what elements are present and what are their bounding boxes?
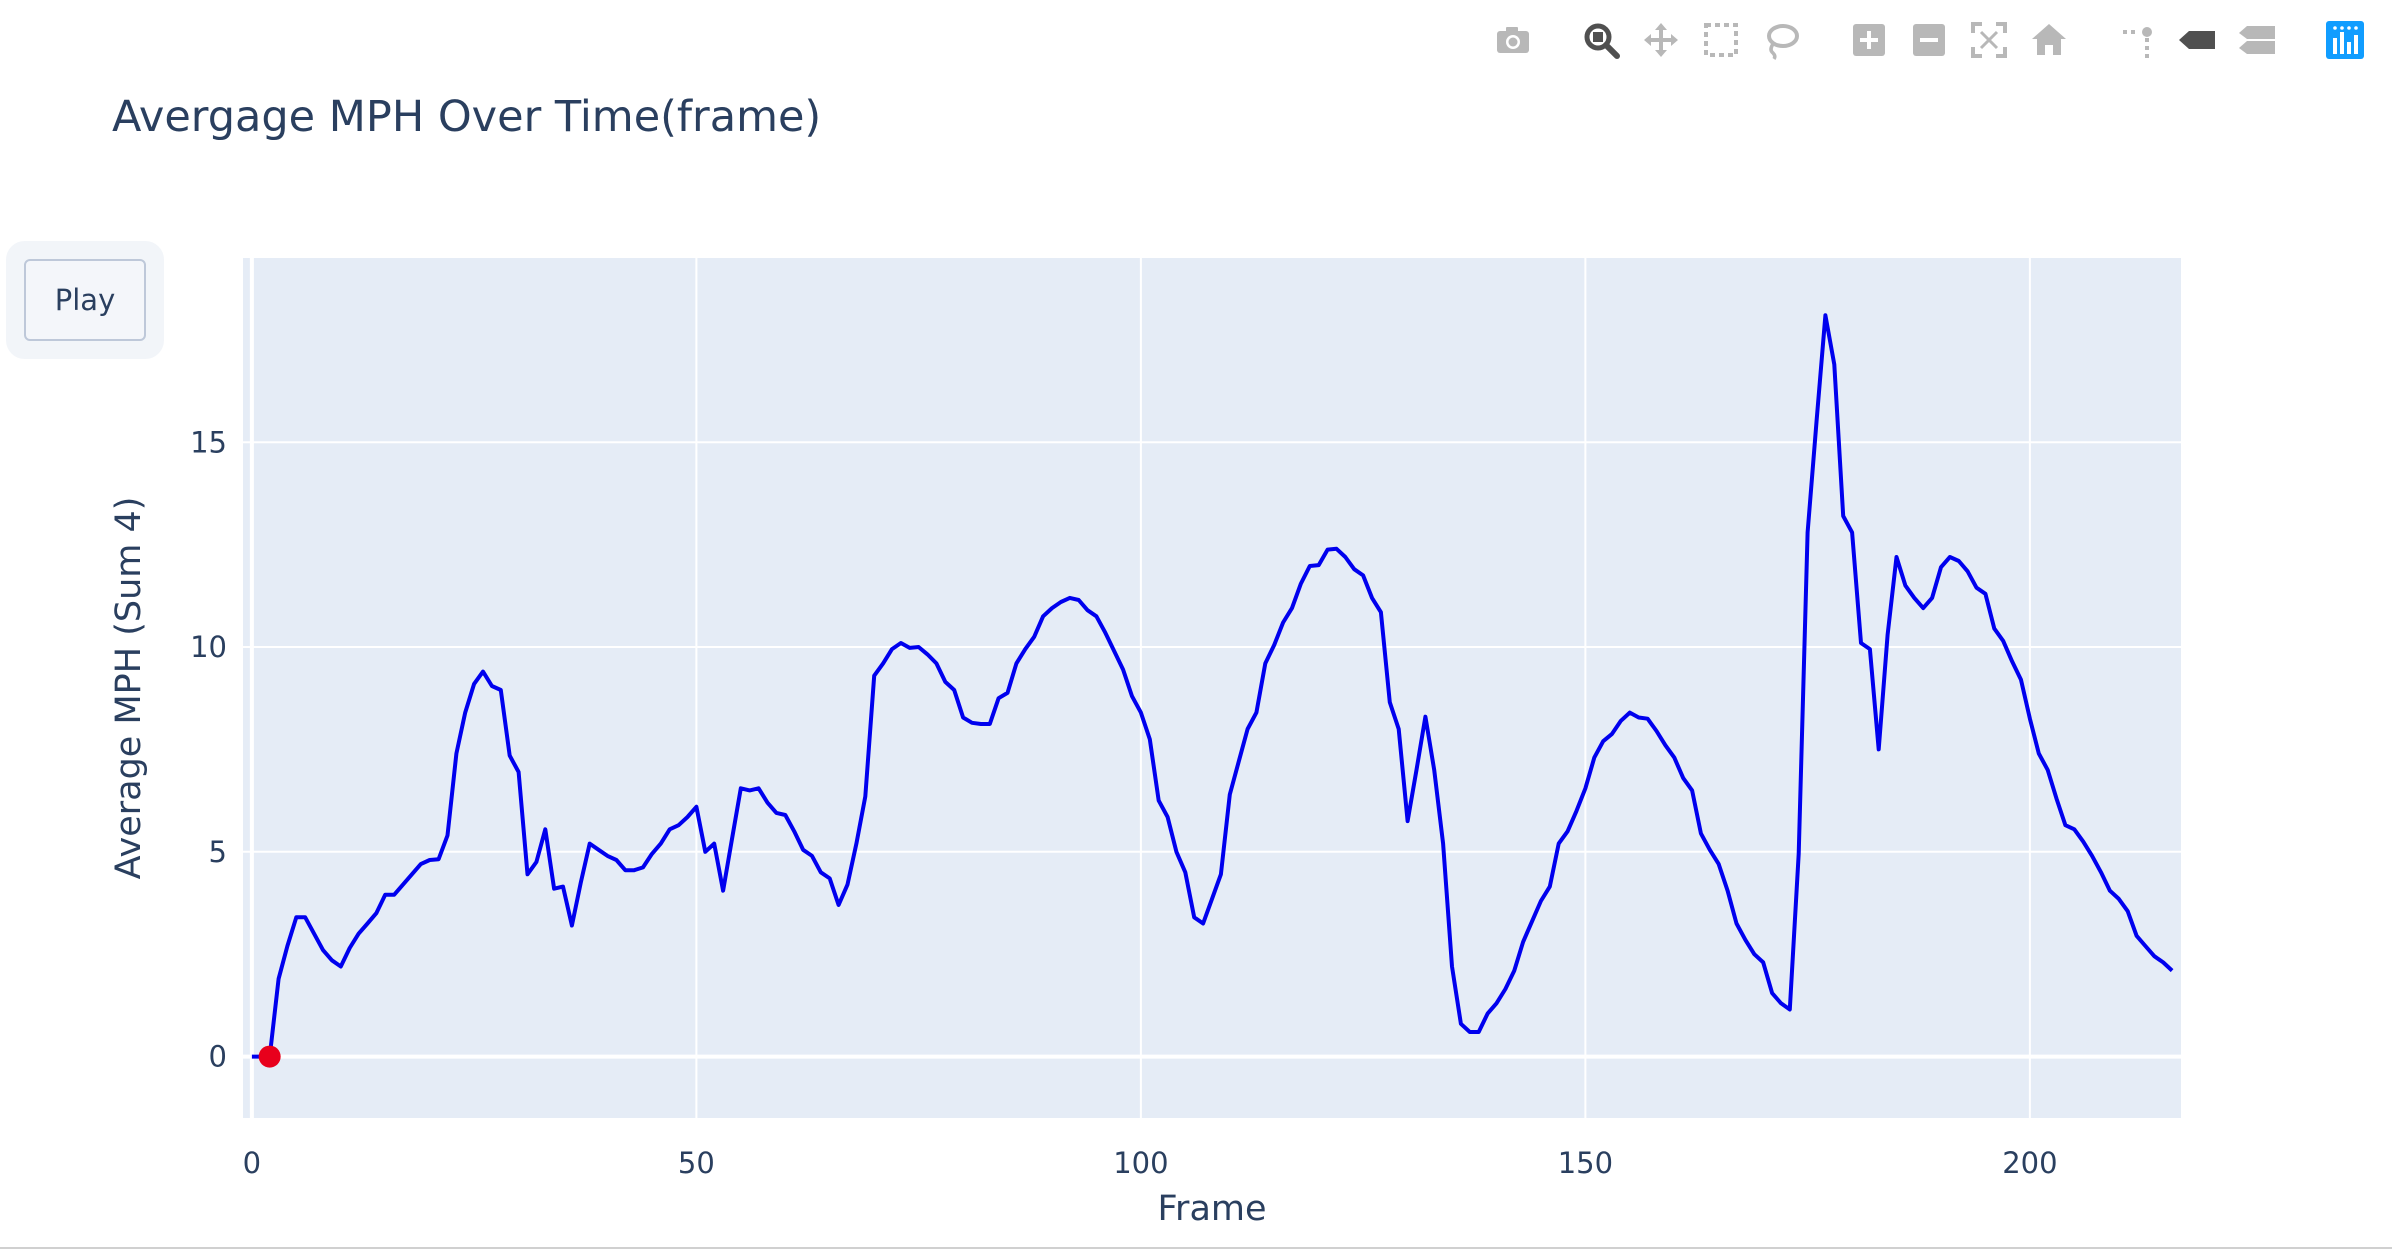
lasso-select-icon[interactable]	[1758, 17, 1804, 63]
x-tick-labels: 0 50 100 150 200	[243, 1146, 2058, 1180]
camera-icon[interactable]	[1490, 17, 1536, 63]
x-gridlines	[249, 258, 2031, 1118]
play-button[interactable]: Play	[24, 259, 146, 341]
y-tick-label: 15	[190, 425, 227, 459]
zoom-in-icon[interactable]	[1846, 17, 1892, 63]
y-tick-label: 5	[209, 835, 227, 869]
box-select-icon[interactable]	[1698, 17, 1744, 63]
x-axis-label: Frame	[1157, 1189, 1266, 1229]
series-group	[251, 313, 2174, 1068]
current-frame-marker[interactable]	[258, 1045, 281, 1068]
zoom-icon[interactable]	[1578, 17, 1624, 63]
y-tick-label: 0	[209, 1040, 227, 1074]
x-tick-label: 100	[1113, 1146, 1168, 1180]
reset-axes-icon[interactable]	[2026, 17, 2072, 63]
pan-icon[interactable]	[1638, 17, 1684, 63]
x-tick-label: 200	[2002, 1146, 2057, 1180]
y-tick-labels: 0 5 10 15	[190, 425, 227, 1073]
y-gridlines	[243, 441, 2181, 1059]
plot-area[interactable]	[243, 258, 2181, 1118]
hover-compare-icon[interactable]	[2234, 17, 2280, 63]
autoscale-icon[interactable]	[1966, 17, 2012, 63]
chart-title: Avergage MPH Over Time(frame)	[112, 92, 821, 142]
x-tick-label: 50	[678, 1146, 715, 1180]
x-tick-label: 0	[243, 1146, 261, 1180]
hover-closest-icon[interactable]	[2174, 17, 2220, 63]
zoom-out-icon[interactable]	[1906, 17, 1952, 63]
x-tick-label: 150	[1558, 1146, 1613, 1180]
y-tick-label: 10	[190, 630, 227, 664]
modebar	[1476, 16, 2368, 64]
spike-lines-icon[interactable]	[2114, 17, 2160, 63]
y-axis-label: Average MPH (Sum 4)	[109, 497, 149, 880]
series-line[interactable]	[251, 313, 2174, 1059]
plotly-logo-icon[interactable]	[2322, 17, 2368, 63]
